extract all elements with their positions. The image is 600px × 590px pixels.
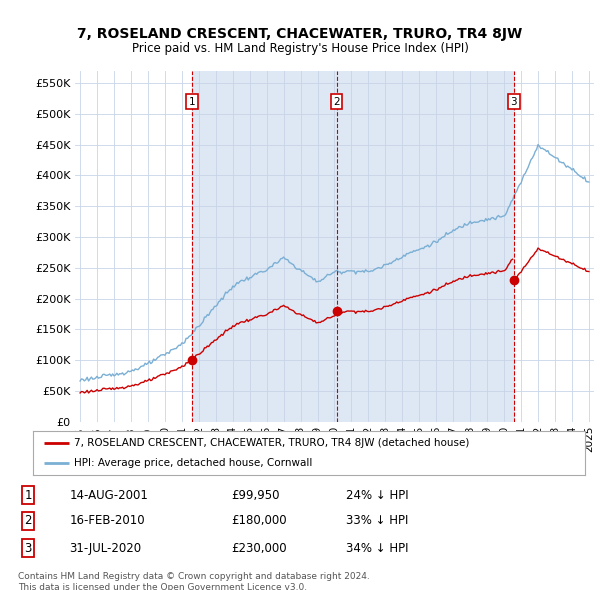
Text: 14-AUG-2001: 14-AUG-2001 <box>70 489 148 502</box>
Text: £99,950: £99,950 <box>231 489 280 502</box>
Text: 31-JUL-2020: 31-JUL-2020 <box>70 542 142 555</box>
Text: £230,000: £230,000 <box>231 542 287 555</box>
Text: 1: 1 <box>25 489 32 502</box>
Text: Contains HM Land Registry data © Crown copyright and database right 2024.
This d: Contains HM Land Registry data © Crown c… <box>18 572 370 590</box>
Text: HPI: Average price, detached house, Cornwall: HPI: Average price, detached house, Corn… <box>74 458 313 468</box>
Text: 24% ↓ HPI: 24% ↓ HPI <box>346 489 409 502</box>
Bar <box>193 71 514 422</box>
Text: 3: 3 <box>25 542 32 555</box>
Text: 2: 2 <box>25 514 32 527</box>
Text: 33% ↓ HPI: 33% ↓ HPI <box>346 514 409 527</box>
Text: 7, ROSELAND CRESCENT, CHACEWATER, TRURO, TR4 8JW (detached house): 7, ROSELAND CRESCENT, CHACEWATER, TRURO,… <box>74 438 470 448</box>
Text: 3: 3 <box>511 97 517 107</box>
Text: 2: 2 <box>333 97 340 107</box>
Text: 34% ↓ HPI: 34% ↓ HPI <box>346 542 409 555</box>
Text: Price paid vs. HM Land Registry's House Price Index (HPI): Price paid vs. HM Land Registry's House … <box>131 42 469 55</box>
Text: 7, ROSELAND CRESCENT, CHACEWATER, TRURO, TR4 8JW: 7, ROSELAND CRESCENT, CHACEWATER, TRURO,… <box>77 27 523 41</box>
Text: 1: 1 <box>189 97 196 107</box>
Text: £180,000: £180,000 <box>231 514 287 527</box>
Text: 16-FEB-2010: 16-FEB-2010 <box>70 514 145 527</box>
